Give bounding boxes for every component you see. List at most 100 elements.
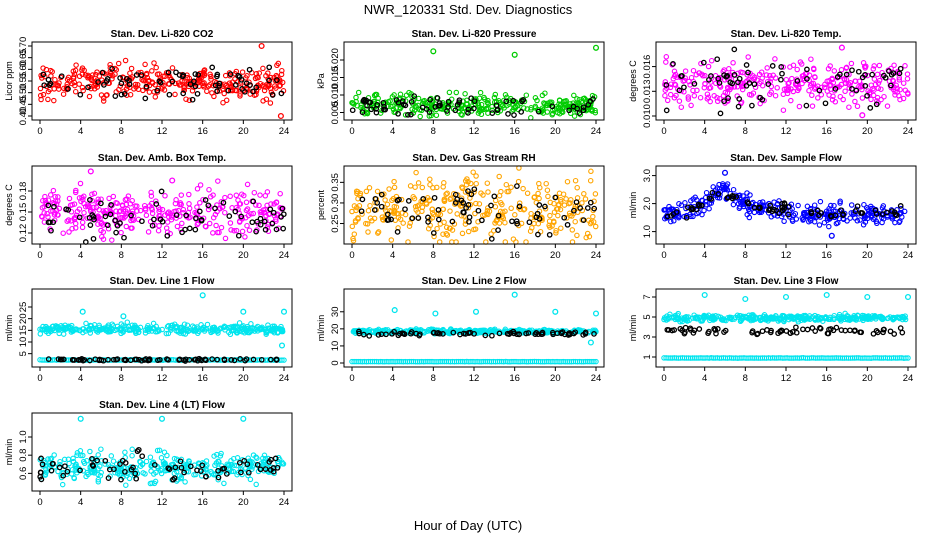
- data-point: [163, 330, 170, 337]
- data-point: [843, 71, 850, 78]
- data-point: [892, 219, 898, 226]
- data-point: [892, 211, 899, 218]
- data-point: [723, 183, 730, 189]
- data-point: [488, 236, 495, 242]
- data-point: [164, 219, 171, 225]
- data-point: [855, 68, 862, 75]
- data-point: [592, 191, 599, 197]
- data-point: [694, 87, 700, 94]
- data-point: [45, 356, 52, 362]
- data-point: [130, 212, 137, 219]
- data-point: [278, 71, 285, 78]
- data-point: [105, 356, 111, 363]
- x-tick-label: 12: [157, 497, 168, 508]
- data-point: [506, 101, 512, 107]
- data-point: [212, 205, 218, 212]
- data-point: [382, 197, 388, 203]
- data-point: [141, 202, 148, 209]
- data-point: [86, 93, 93, 100]
- data-point: [386, 186, 392, 192]
- data-point: [374, 188, 381, 195]
- figure-xlabel: Hour of Day (UTC): [414, 518, 522, 533]
- data-point: [165, 214, 172, 220]
- data-point: [123, 482, 129, 488]
- data-point: [688, 102, 694, 109]
- data-point: [374, 101, 381, 108]
- data-point: [123, 201, 130, 208]
- data-point: [827, 63, 833, 69]
- data-point: [871, 87, 877, 93]
- data-point: [709, 189, 716, 196]
- data-point: [896, 70, 903, 77]
- data-point: [216, 229, 222, 236]
- data-point: [132, 81, 139, 88]
- data-point: [187, 81, 194, 88]
- data-point: [736, 75, 743, 82]
- data-point: [592, 107, 598, 114]
- data-point: [808, 210, 815, 217]
- data-point: [874, 94, 881, 101]
- data-point: [152, 94, 159, 100]
- data-point: [358, 208, 365, 215]
- data-point: [681, 77, 688, 84]
- data-point: [546, 222, 552, 229]
- x-tick-label: 0: [349, 373, 354, 384]
- data-point: [452, 107, 459, 114]
- data-point: [667, 84, 674, 91]
- data-point: [465, 188, 471, 194]
- data-point: [750, 72, 756, 79]
- data-point: [45, 88, 52, 95]
- data-point: [535, 190, 541, 197]
- data-point: [72, 189, 79, 196]
- data-point: [106, 195, 112, 202]
- data-point: [402, 112, 409, 118]
- data-point: [122, 57, 129, 64]
- x-tick-label: 4: [702, 250, 707, 261]
- data-point: [795, 202, 801, 209]
- data-point: [158, 415, 166, 422]
- data-point: [806, 218, 812, 225]
- data-point: [180, 72, 187, 78]
- data-point: [848, 202, 855, 208]
- x-tick-label: 20: [550, 373, 561, 384]
- data-point: [571, 92, 577, 99]
- data-point: [198, 322, 204, 328]
- y-tick-label: 0.35: [330, 173, 341, 192]
- data-point: [127, 70, 133, 76]
- data-point: [352, 219, 359, 225]
- data-point: [50, 187, 57, 194]
- data-point: [532, 95, 539, 101]
- data-point: [355, 89, 362, 96]
- data-point: [175, 329, 181, 335]
- x-tick-label: 24: [903, 250, 914, 261]
- data-point: [81, 210, 87, 216]
- data-point: [890, 77, 896, 84]
- data-point: [758, 69, 765, 75]
- data-point: [102, 210, 108, 217]
- data-point: [148, 193, 155, 199]
- data-point: [210, 230, 216, 236]
- data-point: [808, 56, 814, 62]
- data-point: [837, 71, 843, 78]
- data-point: [45, 214, 51, 220]
- data-point: [194, 204, 200, 210]
- data-point: [185, 328, 191, 335]
- data-point: [74, 208, 81, 215]
- data-point: [567, 200, 573, 206]
- data-point: [447, 196, 453, 203]
- x-tick-label: 0: [37, 497, 42, 508]
- data-point: [466, 214, 473, 221]
- data-point: [210, 214, 217, 221]
- data-point: [408, 111, 414, 118]
- data-point: [779, 70, 785, 77]
- data-point: [197, 78, 203, 84]
- data-point: [197, 182, 204, 188]
- data-point: [254, 328, 261, 334]
- data-point: [884, 103, 891, 109]
- data-point: [186, 225, 193, 232]
- data-point: [382, 207, 389, 214]
- data-point: [443, 224, 450, 231]
- data-point: [38, 213, 45, 220]
- y-tick-label: 0: [330, 360, 341, 365]
